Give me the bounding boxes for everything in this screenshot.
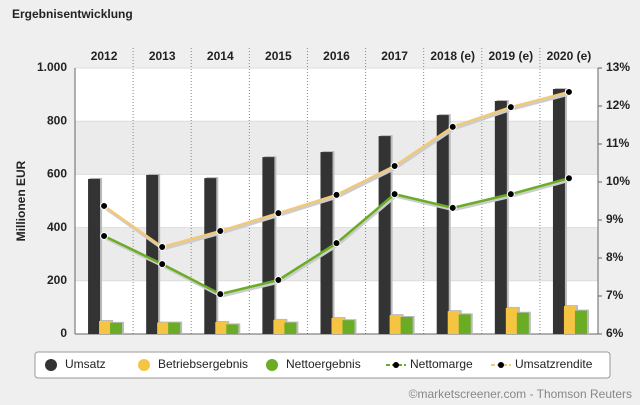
y2-tick-label: 9% — [606, 212, 624, 226]
bar — [262, 157, 275, 334]
point — [506, 103, 515, 112]
point — [564, 174, 573, 183]
bar — [320, 152, 333, 334]
grid-band — [75, 227, 598, 281]
plot-area — [75, 68, 598, 334]
x-tick-label: 2013 — [149, 49, 176, 63]
bar — [436, 115, 449, 334]
x-tick-label: 2020 (e) — [547, 49, 592, 63]
point — [564, 87, 573, 96]
point — [158, 260, 167, 269]
legend-swatch — [266, 359, 278, 371]
bar — [447, 311, 460, 334]
y2-tick-label: 12% — [606, 98, 630, 112]
point — [506, 190, 515, 199]
point — [158, 242, 167, 251]
bar — [146, 174, 159, 334]
legend-swatch — [498, 362, 504, 368]
y-axis-label: Millionen EUR — [14, 160, 28, 241]
bar — [494, 100, 507, 334]
x-tick-label: 2018 (e) — [430, 49, 475, 63]
bar — [331, 318, 344, 334]
point — [448, 122, 457, 131]
bar — [215, 322, 228, 334]
bar — [204, 178, 217, 334]
legend-swatch — [393, 362, 399, 368]
legend-label: Betriebsergebnis — [158, 357, 248, 371]
grid-band — [75, 121, 598, 175]
point — [390, 190, 399, 199]
bar — [99, 320, 112, 334]
x-tick-label: 2017 — [381, 49, 408, 63]
chart-title: Ergebnisentwicklung — [12, 7, 133, 21]
x-tick-label: 2014 — [207, 49, 234, 63]
x-tick-label: 2016 — [323, 49, 350, 63]
point — [332, 190, 341, 199]
bar — [110, 322, 123, 334]
point — [216, 227, 225, 236]
y-tick-label: 800 — [47, 113, 67, 127]
bar — [88, 178, 101, 334]
y2-tick-label: 11% — [606, 136, 630, 150]
y2-tick-label: 13% — [606, 60, 630, 74]
legend-label: Nettomarge — [410, 357, 473, 371]
bar — [563, 306, 576, 334]
legend-box — [34, 351, 611, 379]
x-tick-label: 2019 (e) — [488, 49, 533, 63]
point — [100, 201, 109, 210]
bar — [458, 314, 471, 334]
y2-tick-label: 6% — [606, 326, 624, 340]
legend-label: Umsatzrendite — [515, 357, 593, 371]
bar — [226, 324, 239, 334]
y-tick-label: 200 — [47, 273, 67, 287]
point — [332, 239, 341, 248]
source: ©marketscreener.com - Thomson Reuters — [409, 387, 632, 401]
y-tick-label: 0 — [60, 326, 67, 340]
point — [274, 276, 283, 285]
legend-swatch — [45, 359, 57, 371]
bar — [389, 315, 402, 334]
bar — [505, 307, 518, 334]
bar — [378, 136, 391, 334]
bar — [516, 312, 529, 334]
bar — [552, 89, 565, 334]
y2-tick-label: 7% — [606, 288, 624, 302]
bar — [168, 322, 181, 334]
y-tick-label: 1.000 — [37, 60, 67, 74]
legend-label: Nettoergebnis — [286, 357, 361, 371]
point — [448, 203, 457, 212]
y-tick-label: 400 — [47, 220, 67, 234]
y2-tick-label: 8% — [606, 250, 624, 264]
bar — [157, 322, 170, 334]
x-tick-label: 2015 — [265, 49, 292, 63]
point — [100, 231, 109, 240]
point — [274, 209, 283, 218]
bar — [574, 310, 587, 334]
bar — [400, 316, 413, 334]
legend-label: Umsatz — [65, 357, 106, 371]
point — [216, 290, 225, 299]
y2-tick-label: 10% — [606, 174, 630, 188]
point — [390, 162, 399, 171]
bar — [273, 319, 286, 334]
bar — [342, 320, 355, 334]
bar — [284, 322, 297, 334]
y-tick-label: 600 — [47, 167, 67, 181]
x-tick-label: 2012 — [91, 49, 118, 63]
legend-swatch — [138, 359, 150, 371]
